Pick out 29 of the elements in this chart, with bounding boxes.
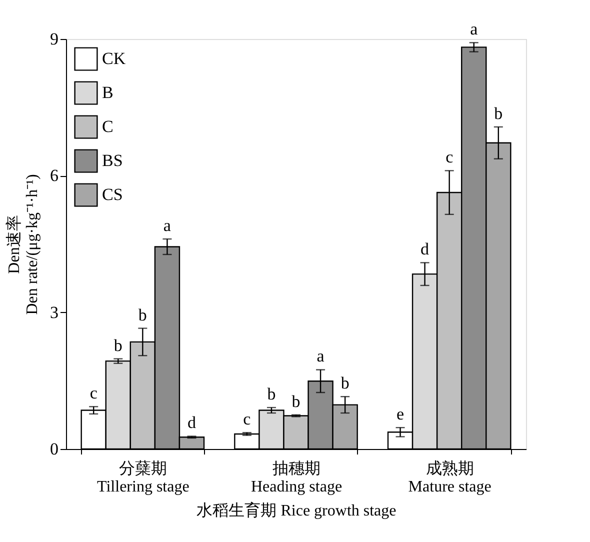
data-label: d [187, 413, 196, 432]
y-tick-label: 0 [50, 440, 58, 458]
y-axis-title: Den速率 Den rate/(μg·kg⁻¹·h⁻¹) [5, 174, 41, 315]
data-label: b [114, 336, 122, 355]
x-tick-label: 分蘖期 Tillering stage [97, 460, 190, 496]
x-tick-label: 成熟期 Mature stage [408, 460, 492, 496]
data-label: b [340, 374, 350, 393]
legend-label: B [102, 83, 114, 102]
data-label: b [138, 305, 147, 324]
y-tick-label: 3 [50, 302, 58, 322]
data-label: c [90, 384, 98, 403]
data-label: d [420, 240, 430, 259]
data-label: c [446, 148, 454, 167]
data-label: a [470, 20, 478, 39]
x-tick-label: 抽穗期 Heading stage [250, 460, 342, 496]
y-tick-label: 6 [50, 166, 58, 186]
data-label: b [494, 104, 503, 123]
data-label: a [163, 216, 172, 235]
data-label: a [316, 346, 325, 366]
legend-label: CK [102, 49, 126, 68]
y-tick-label: 9 [50, 30, 58, 48]
x-axis-title: 水稻生育期 Rice growth stage [196, 502, 396, 520]
legend-label: CS [102, 185, 123, 204]
data-label: c [243, 410, 252, 429]
data-label: b [267, 384, 276, 404]
legend-label: C [102, 117, 114, 136]
legend-label: BS [102, 151, 123, 170]
data-label: b [292, 392, 300, 411]
data-label: e [396, 404, 404, 424]
